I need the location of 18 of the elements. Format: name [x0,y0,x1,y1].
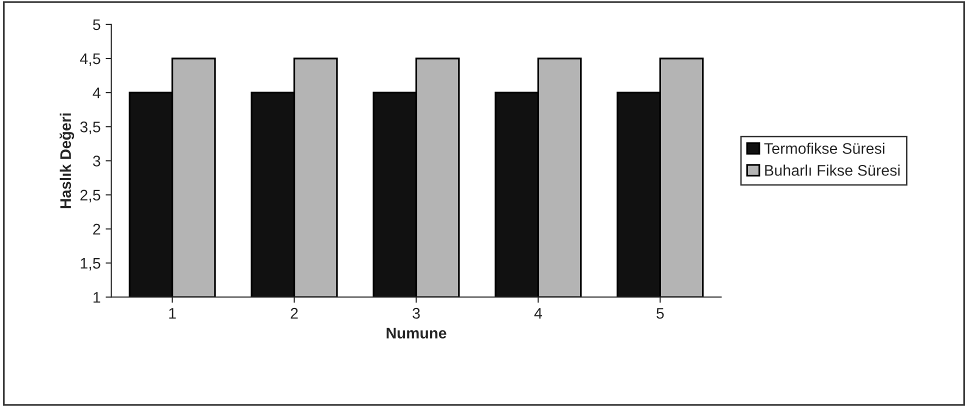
y-tick-label: 1 [94,292,100,303]
y-tick-label: 3,5 [80,122,100,134]
y-tick-label: 2,5 [80,190,100,202]
x-axis-title: Numune [386,328,446,339]
x-tick-label: 2 [290,308,298,319]
x-tick-label: 3 [412,308,420,319]
y-tick-label: 4,5 [80,54,100,66]
y-tick-label: 5 [93,19,100,30]
legend-label: Buharlı Fikse Süresi [765,164,900,176]
x-tick-label: 5 [656,308,664,319]
x-tick-label: 1 [169,308,176,319]
legend-label: Termofikse Süresi [764,142,884,154]
y-tick-label: 4 [92,88,100,98]
y-tick-label: 2 [93,224,100,234]
x-tick-label: 4 [534,308,542,319]
y-axis-title: Haslık Değeri [60,113,74,208]
y-tick-label: 3 [92,156,100,166]
y-tick-label: 1,5 [80,258,100,271]
